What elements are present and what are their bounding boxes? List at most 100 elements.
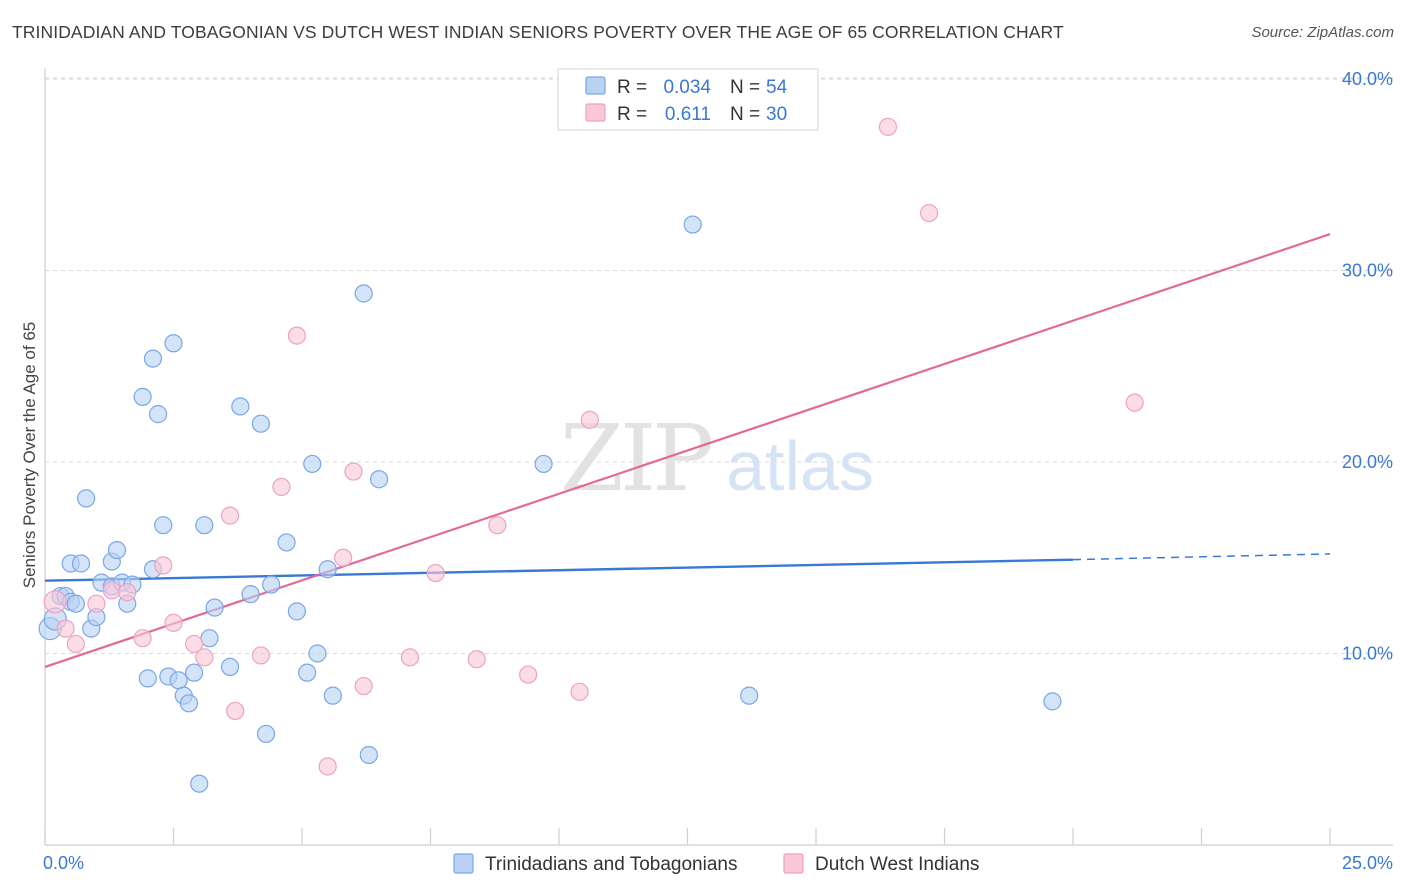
point-dutch-west-indian (43, 590, 67, 614)
point-dutch-west-indian (184, 634, 204, 654)
point-trinidadian (71, 554, 91, 573)
point-dutch-west-indian (354, 676, 373, 696)
legend-n-value: 30 (766, 104, 787, 125)
bottom-legend-label: Trinidadians and Tobagonians (485, 854, 737, 875)
point-dutch-west-indian (580, 410, 599, 429)
point-trinidadian (184, 663, 204, 682)
point-dutch-west-indian (318, 757, 337, 776)
legend-n-label: N = (730, 104, 760, 125)
point-trinidadian (683, 215, 702, 234)
watermark: ZIP atlas (560, 405, 874, 512)
chart-source: Source: ZipAtlas.com (1251, 24, 1394, 41)
point-trinidadian (303, 454, 322, 474)
point-trinidadian (1043, 692, 1062, 711)
point-trinidadian (154, 516, 173, 535)
point-trinidadian (359, 745, 378, 765)
point-trinidadian (256, 724, 276, 744)
point-dutch-west-indian (133, 629, 152, 648)
point-trinidadian (77, 489, 96, 508)
point-trinidadian (354, 284, 373, 303)
y-axis-title: Seniors Poverty Over the Age of 65 (20, 322, 39, 588)
point-trinidadian (138, 669, 157, 688)
point-trinidadian (298, 663, 317, 682)
point-dutch-west-indian (570, 682, 589, 701)
bottom-legend-swatch-pink (783, 853, 804, 874)
x-tick-label-min: 0.0% (43, 853, 84, 873)
point-dutch-west-indian (251, 646, 270, 665)
point-dutch-west-indian (400, 648, 420, 667)
point-dutch-west-indian (467, 650, 486, 669)
point-dutch-west-indian (919, 203, 939, 223)
legend: R = 0.034 N = 54 R = 0.611 N = 30 (557, 68, 819, 131)
legend-r-label: R = (617, 104, 647, 125)
point-trinidadian (220, 657, 240, 677)
trend-line-trinidadian (44, 558, 1074, 582)
point-trinidadian (241, 585, 260, 604)
point-trinidadian (66, 594, 85, 613)
point-dutch-west-indian (344, 462, 363, 481)
point-trinidadian (534, 454, 553, 474)
legend-r-label: R = (617, 77, 647, 98)
point-trinidadian (107, 540, 127, 560)
legend-swatch-blue (585, 76, 606, 95)
bottom-legend-swatch-blue (453, 853, 474, 874)
point-dutch-west-indian (164, 613, 183, 632)
point-trinidadian (318, 560, 337, 579)
point-trinidadian (148, 405, 168, 424)
point-dutch-west-indian (226, 701, 245, 721)
legend-r-value: 0.034 (663, 77, 711, 98)
point-trinidadian (190, 774, 209, 793)
point-trinidadian (143, 349, 163, 368)
watermark-atlas: atlas (726, 427, 874, 505)
point-trinidadian (231, 397, 250, 416)
y-tick-label: 30.0% (1342, 261, 1393, 281)
point-dutch-west-indian (878, 117, 898, 136)
point-trinidadian (323, 686, 342, 705)
point-dutch-west-indian (1125, 393, 1144, 412)
data-points (38, 117, 1144, 793)
point-trinidadian (179, 694, 199, 713)
chart-title: TRINIDADIAN AND TOBAGONIAN VS DUTCH WEST… (12, 22, 1064, 42)
trend-lines (44, 233, 1331, 668)
legend-swatch-pink (585, 103, 606, 122)
bottom-legend: Trinidadians and Tobagonians Dutch West I… (453, 853, 979, 875)
point-dutch-west-indian (519, 665, 538, 684)
point-trinidadian (370, 470, 389, 489)
point-dutch-west-indian (195, 648, 214, 667)
point-trinidadian (200, 629, 219, 648)
point-dutch-west-indian (488, 516, 507, 535)
point-trinidadian (251, 414, 270, 433)
legend-r-value: 0.611 (665, 104, 711, 125)
point-dutch-west-indian (66, 634, 85, 654)
point-trinidadian (164, 334, 183, 353)
point-dutch-west-indian (154, 556, 173, 575)
point-dutch-west-indian (334, 548, 353, 567)
y-tick-label: 20.0% (1342, 452, 1393, 472)
point-dutch-west-indian (56, 619, 75, 638)
y-tick-label: 40.0% (1342, 69, 1393, 89)
bottom-legend-label: Dutch West Indians (815, 854, 979, 875)
trend-line-trinidadian-extension (1072, 553, 1331, 561)
point-trinidadian (262, 575, 281, 594)
point-trinidadian (205, 598, 224, 617)
point-dutch-west-indian (102, 581, 121, 600)
axes: 10.0% 20.0% 30.0% 40.0% 0.0% 25.0% Seniors Pov… (20, 68, 1393, 873)
point-dutch-west-indian (220, 506, 240, 525)
point-dutch-west-indian (287, 326, 306, 345)
point-trinidadian (277, 533, 296, 552)
point-trinidadian (195, 516, 214, 535)
point-trinidadian (308, 644, 327, 663)
point-trinidadian (169, 671, 188, 690)
x-tick-label-max: 25.0% (1342, 853, 1393, 873)
point-dutch-west-indian (426, 563, 445, 583)
trend-line-dutch-west-indian (44, 233, 1331, 668)
point-dutch-west-indian (118, 583, 137, 602)
legend-n-value: 54 (766, 77, 788, 98)
point-trinidadian (740, 686, 759, 705)
point-dutch-west-indian (272, 477, 291, 496)
point-trinidadian (133, 387, 152, 406)
legend-n-label: N = (730, 77, 760, 98)
point-dutch-west-indian (87, 594, 106, 613)
point-trinidadian (287, 602, 306, 621)
